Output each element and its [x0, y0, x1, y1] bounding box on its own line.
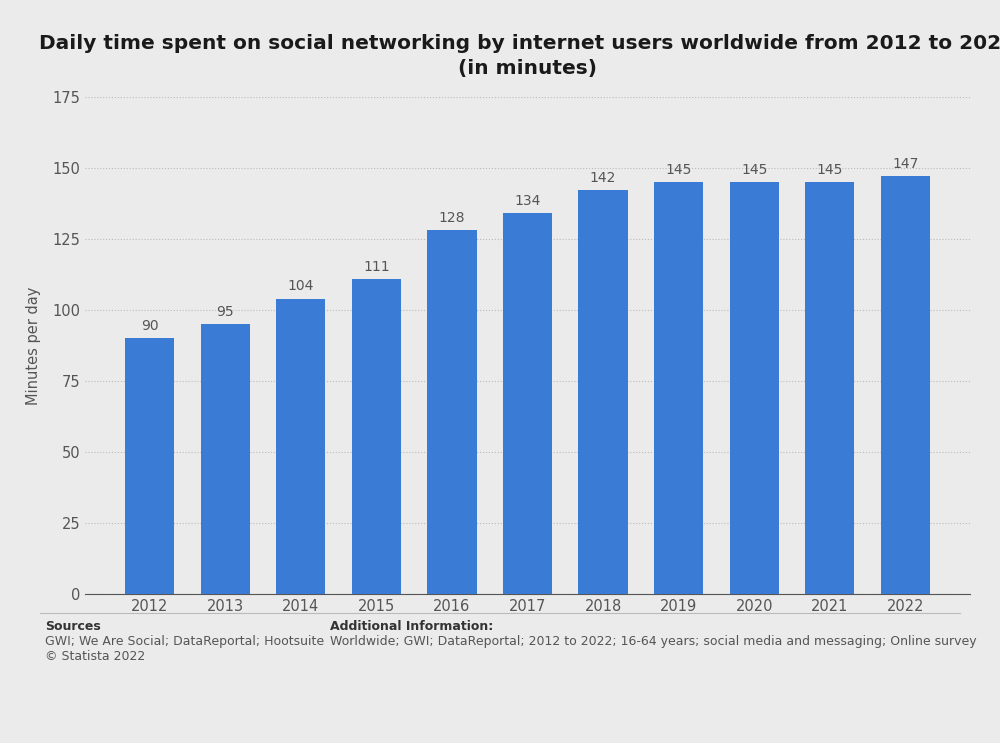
Text: Sources: Sources [45, 620, 101, 633]
Bar [881, 176, 930, 594]
Text: 145: 145 [741, 163, 767, 177]
Text: 128: 128 [439, 211, 465, 225]
Bar [125, 338, 174, 594]
Text: GWI; We Are Social; DataReportal; Hootsuite
© Statista 2022: GWI; We Are Social; DataReportal; Hootsu… [45, 635, 324, 663]
Title: Daily time spent on social networking by internet users worldwide from 2012 to 2: Daily time spent on social networking by… [39, 34, 1000, 78]
Bar [805, 182, 854, 594]
Bar [503, 213, 552, 594]
Text: 95: 95 [217, 305, 234, 319]
Text: Additional Information:: Additional Information: [330, 620, 493, 633]
Bar [578, 190, 628, 594]
Text: 111: 111 [363, 259, 390, 273]
Bar [201, 324, 250, 594]
Text: 90: 90 [141, 319, 159, 334]
Bar [427, 230, 477, 594]
Text: 142: 142 [590, 172, 616, 185]
Bar [654, 182, 703, 594]
Text: 134: 134 [514, 194, 541, 208]
Text: 145: 145 [665, 163, 692, 177]
Text: Worldwide; GWI; DataReportal; 2012 to 2022; 16-64 years; social media and messag: Worldwide; GWI; DataReportal; 2012 to 20… [330, 635, 977, 648]
Y-axis label: Minutes per day: Minutes per day [26, 286, 41, 405]
Bar [730, 182, 779, 594]
Text: 145: 145 [816, 163, 843, 177]
Text: 147: 147 [892, 157, 918, 171]
Bar [276, 299, 325, 594]
Bar [352, 279, 401, 594]
Text: 104: 104 [288, 279, 314, 293]
